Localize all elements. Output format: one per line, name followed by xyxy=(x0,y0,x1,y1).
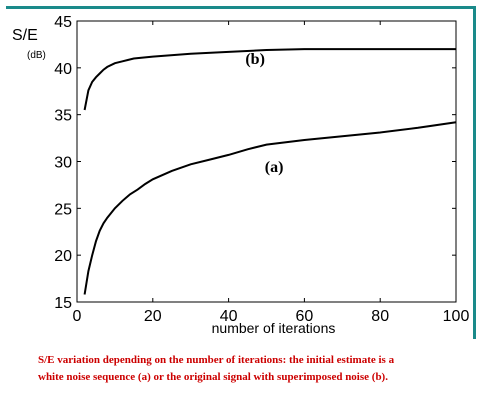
caption-line-2: white noise sequence (a) or the original… xyxy=(38,371,388,383)
series-line-2 xyxy=(83,48,456,111)
y-tick-label: 30 xyxy=(54,155,72,172)
x-tick-label: 100 xyxy=(443,308,470,325)
y-tick-label: 40 xyxy=(54,61,72,78)
figure-frame xyxy=(6,6,476,339)
y-tick-label: 25 xyxy=(54,201,72,218)
figure-caption: S/E variation depending on the number of… xyxy=(38,352,488,386)
x-axis-label: number of iterations xyxy=(212,320,336,336)
y-tick-label: 35 xyxy=(54,108,72,125)
y-tick-label: 15 xyxy=(54,295,72,312)
series-layer xyxy=(83,48,457,295)
x-tick-label: 80 xyxy=(371,308,389,325)
x-tick-label: 40 xyxy=(220,308,238,325)
y-tick-label: 20 xyxy=(54,248,72,265)
axis-ticks: 0 20 40 60 80 100 15 20 25 30 35 40 45 xyxy=(54,14,469,325)
x-tick-label: 0 xyxy=(73,308,82,325)
x-tick-label: 60 xyxy=(296,308,314,325)
y-tick-label: 45 xyxy=(54,14,72,31)
y-axis-unit: (dB) xyxy=(27,50,46,61)
series-annotation: (b) xyxy=(245,51,265,68)
caption-line-1: S/E variation depending on the number of… xyxy=(38,354,395,366)
series-annotation: (a) xyxy=(265,159,284,176)
annotations: (b) (a) xyxy=(245,51,283,176)
x-tick-label: 20 xyxy=(144,308,162,325)
line-chart: 0 20 40 60 80 100 15 20 25 30 35 40 45 S/E (dB) numb… xyxy=(12,14,469,336)
y-axis-label: S/E xyxy=(12,27,38,44)
series-line-1 xyxy=(83,121,457,295)
